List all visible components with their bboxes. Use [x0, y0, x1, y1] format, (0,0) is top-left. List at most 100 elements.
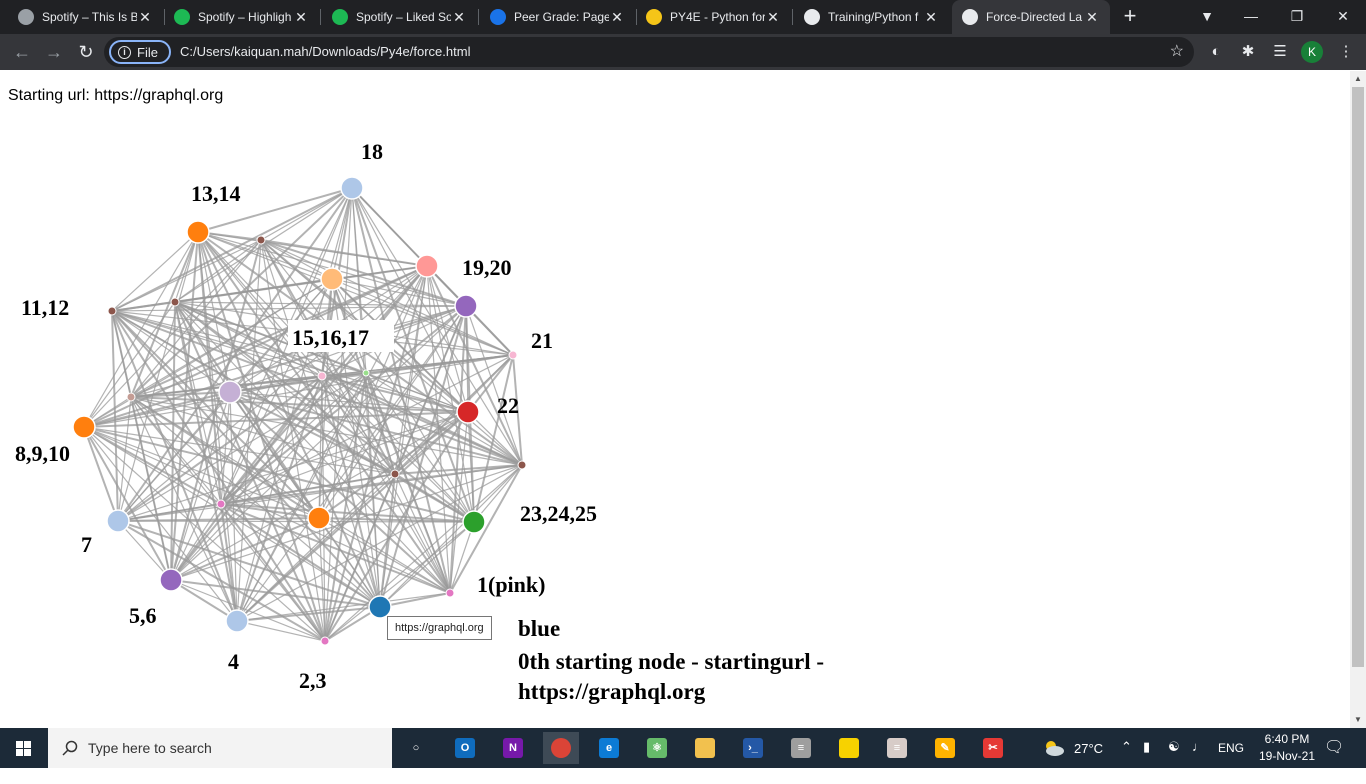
graph-link — [174, 301, 467, 307]
graph-node[interactable] — [126, 392, 136, 402]
close-tab-icon[interactable]: ✕ — [767, 8, 779, 25]
taskbar-app-snip[interactable]: ✂ — [975, 732, 1011, 764]
volume-icon[interactable]: ♩ — [1192, 739, 1205, 754]
reload-icon[interactable]: ↻ — [78, 42, 94, 62]
close-window-button[interactable]: ✕ — [1337, 8, 1349, 24]
taskbar-app-task-view[interactable]: ○ — [398, 732, 434, 764]
back-arrow-icon[interactable]: ← — [13, 42, 31, 62]
taskbar-app-onenote[interactable]: N — [495, 732, 531, 764]
notification-icon[interactable]: 🗨 — [1324, 739, 1345, 756]
graph-node[interactable] — [362, 369, 370, 377]
force-directed-graph[interactable]: 18 13,14 19,20 11,12 21 15,16,17 8,9,10 22 7 23,2… — [0, 71, 1350, 728]
tab-separator — [792, 9, 793, 25]
media-playlist-icon[interactable]: ☰ — [1273, 43, 1287, 60]
graph-node[interactable] — [106, 509, 130, 533]
graph-node[interactable] — [368, 595, 392, 619]
profile-avatar[interactable]: K — [1301, 41, 1323, 63]
snip-icon: ✂ — [983, 738, 1003, 758]
vertical-scrollbar[interactable]: ▲ ▼ — [1350, 71, 1366, 728]
taskbar-app-chrome[interactable] — [543, 732, 579, 764]
wifi-icon[interactable]: ☯ — [1168, 739, 1180, 754]
taskbar-app-paint[interactable]: ✎ — [927, 732, 963, 764]
graph-link — [379, 592, 451, 608]
graph-node[interactable] — [256, 235, 266, 245]
taskbar-search-box[interactable]: Type here to search — [48, 728, 392, 768]
restore-button[interactable]: ❐ — [1290, 8, 1304, 24]
graph-node[interactable] — [159, 568, 183, 592]
taskbar-app-file-explorer[interactable] — [687, 732, 723, 764]
start-button[interactable] — [0, 728, 48, 768]
weather-temp[interactable]: 27°C — [1074, 741, 1104, 756]
graph-node[interactable] — [107, 306, 117, 316]
taskbar-app-notepad[interactable]: ≡ — [879, 732, 915, 764]
graph-node[interactable] — [456, 400, 480, 424]
graph-node[interactable] — [517, 460, 527, 470]
tab-search-icon[interactable]: ▼ — [1200, 8, 1214, 24]
url-text[interactable]: C:/Users/kaiquan.mah/Downloads/Py4e/forc… — [180, 44, 471, 59]
menu-kebab-icon[interactable]: ⋮ — [1338, 43, 1354, 60]
graph-node[interactable] — [317, 371, 327, 381]
taskbar-app-outlook[interactable]: O — [447, 732, 483, 764]
tab-3[interactable]: Spotify – Liked So ✕ — [322, 0, 477, 34]
graph-node[interactable] — [170, 297, 180, 307]
new-tab-button[interactable]: + — [1123, 3, 1137, 28]
graph-node[interactable] — [186, 220, 210, 244]
graph-node[interactable] — [320, 636, 330, 646]
extensions-puzzle-icon[interactable]: ✱ — [1241, 43, 1255, 60]
minimize-button[interactable]: — — [1244, 8, 1258, 24]
graph-node[interactable] — [445, 588, 455, 598]
graph-link — [426, 265, 523, 466]
scrollbar-thumb[interactable] — [1352, 87, 1364, 667]
graph-link — [170, 372, 367, 581]
graph-node[interactable] — [218, 380, 242, 404]
graph-link — [236, 372, 367, 622]
taskbar-app-sticky-notes[interactable] — [831, 732, 867, 764]
clock-date[interactable]: 19-Nov-21 — [1258, 749, 1316, 763]
clock-time[interactable]: 6:40 PM — [1264, 732, 1310, 746]
close-tab-icon[interactable]: ✕ — [611, 8, 623, 25]
site-info-chip[interactable]: i File — [109, 40, 171, 64]
taskbar-app-edge[interactable]: e — [591, 732, 627, 764]
tab-1[interactable]: Spotify – This Is B ✕ — [8, 0, 163, 34]
address-bar[interactable]: i File C:/Users/kaiquan.mah/Downloads/Py… — [104, 37, 1194, 67]
tray-chevron-up-icon[interactable]: ⌃ — [1121, 739, 1132, 754]
tab-4[interactable]: Peer Grade: Page ✕ — [480, 0, 635, 34]
tab-7[interactable]: Force-Directed La ✕ — [952, 0, 1110, 34]
close-tab-icon[interactable]: ✕ — [453, 8, 465, 25]
forward-arrow-icon[interactable]: → — [45, 42, 63, 62]
tab-title: PY4E - Python for — [670, 10, 765, 24]
graph-link — [117, 391, 231, 522]
graph-node[interactable] — [415, 254, 439, 278]
graph-node[interactable] — [72, 415, 96, 439]
graph-link — [379, 305, 467, 608]
dark-mode-icon[interactable]: ◐ — [1211, 43, 1221, 60]
bookmark-star-icon[interactable]: ☆ — [1169, 43, 1184, 60]
weather-cloud-icon[interactable] — [1042, 738, 1066, 758]
graph-node[interactable] — [216, 499, 226, 509]
tab-5[interactable]: PY4E - Python for ✕ — [636, 0, 791, 34]
graph-node[interactable] — [462, 510, 486, 534]
scroll-up-arrow-icon[interactable]: ▲ — [1354, 74, 1362, 83]
taskbar-app-database[interactable]: ≡ — [783, 732, 819, 764]
close-tab-icon[interactable]: ✕ — [295, 8, 307, 25]
graph-link — [324, 372, 367, 642]
graph-node[interactable] — [320, 267, 344, 291]
graph-node[interactable] — [454, 294, 478, 318]
graph-node[interactable] — [508, 350, 518, 360]
close-tab-icon[interactable]: ✕ — [139, 8, 151, 25]
graph-node[interactable] — [225, 609, 249, 633]
close-tab-icon[interactable]: ✕ — [925, 8, 937, 25]
taskbar-app-powershell[interactable]: ›_ — [735, 732, 771, 764]
close-tab-icon[interactable]: ✕ — [1086, 8, 1098, 25]
graph-node[interactable] — [340, 176, 364, 200]
scroll-down-arrow-icon[interactable]: ▼ — [1354, 715, 1362, 724]
tab-6[interactable]: Training/Python f ✕ — [794, 0, 949, 34]
language-indicator[interactable]: ENG — [1218, 741, 1245, 755]
battery-icon[interactable]: ▮ — [1143, 739, 1151, 754]
graph-node[interactable] — [307, 506, 331, 530]
tab-2[interactable]: Spotify – Highligh ✕ — [164, 0, 319, 34]
taskbar-app-atom[interactable]: ⚛ — [639, 732, 675, 764]
graph-link — [130, 396, 523, 466]
tab-separator — [478, 9, 479, 25]
graph-node[interactable] — [390, 469, 400, 479]
